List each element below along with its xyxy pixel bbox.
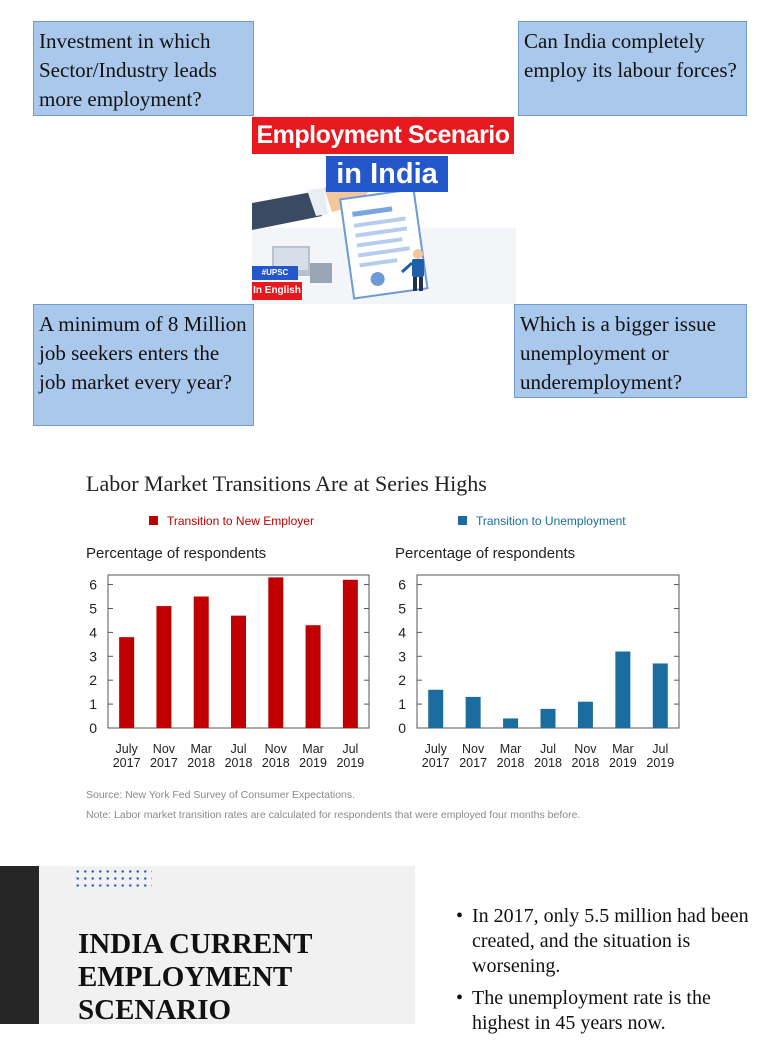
legend-swatch — [458, 516, 467, 525]
bar-new-employer — [119, 637, 135, 728]
legend-label: Transition to Unemployment — [476, 514, 626, 528]
y-tick-label: 3 — [398, 648, 406, 664]
x-tick-label-year: 2018 — [262, 756, 290, 770]
bar-new-employer — [156, 606, 172, 728]
slide-title-panel — [39, 866, 415, 1024]
x-tick-label-year: 2019 — [299, 756, 327, 770]
y-axis-label-left: Percentage of respondents — [86, 545, 267, 562]
x-tick-label-year: 2018 — [225, 756, 253, 770]
legend-item-new-employer: Transition to New Employer — [149, 514, 314, 528]
bullet-item: The unemployment rate is the highest in … — [456, 986, 756, 1036]
language-badge: In English — [252, 282, 302, 300]
x-tick-label-month: Nov — [462, 742, 485, 756]
y-tick-label: 5 — [398, 600, 406, 616]
bar-unemployment — [540, 708, 556, 728]
x-tick-label-year: 2019 — [646, 756, 674, 770]
y-tick-label: 5 — [89, 600, 97, 616]
x-tick-label-year: 2017 — [113, 756, 141, 770]
x-tick-label-month: Mar — [190, 742, 212, 756]
question-text: Can India completely employ its labour f… — [524, 29, 737, 82]
chart-title: Labor Market Transitions Are at Series H… — [86, 471, 487, 496]
question-text: Investment in which Sector/Industry lead… — [39, 29, 217, 111]
thumbnail-title-line1: Employment Scenario — [252, 117, 514, 154]
y-tick-label: 6 — [398, 577, 406, 593]
x-tick-label-year: 2018 — [572, 756, 600, 770]
plot-frame-unemployment — [416, 574, 680, 729]
y-tick-label: 1 — [89, 696, 97, 712]
x-tick-label-month: Mar — [612, 742, 634, 756]
question-box-job-seekers: A minimum of 8 Million job seekers enter… — [33, 304, 254, 426]
chart-note: Note: Labor market transition rates are … — [86, 809, 581, 821]
thumbnail-title-line2: in India — [326, 156, 448, 192]
section-title-line: SCENARIO — [78, 994, 232, 1026]
question-box-investment: Investment in which Sector/Industry lead… — [33, 21, 254, 116]
x-tick-label-month: Jul — [540, 742, 556, 756]
section-title: INDIA CURRENT EMPLOYMENT SCENARIO — [78, 928, 312, 1027]
x-tick-label-month: Jul — [231, 742, 247, 756]
x-tick-label-month: Jul — [342, 742, 358, 756]
bar-new-employer — [305, 625, 321, 728]
x-tick-label-month: Nov — [153, 742, 176, 756]
bar-unemployment — [615, 651, 631, 728]
x-tick-label-month: July — [116, 742, 139, 756]
question-text: A minimum of 8 Million job seekers enter… — [39, 312, 247, 394]
x-tick-label-month: Mar — [302, 742, 324, 756]
y-tick-label: 0 — [89, 720, 97, 736]
hashtag-badge: #UPSC #IAS — [252, 266, 298, 291]
x-tick-label-month: July — [425, 742, 448, 756]
bar-unemployment — [577, 701, 593, 728]
y-tick-label: 4 — [89, 624, 97, 640]
bar-charts: 0123456July2017Nov2017Mar2018Jul2018Nov2… — [89, 574, 680, 770]
slide-accent-strip — [0, 866, 39, 1024]
y-tick-label: 6 — [89, 577, 97, 593]
x-tick-label-year: 2018 — [187, 756, 215, 770]
x-tick-label-year: 2017 — [459, 756, 487, 770]
question-text: Which is a bigger issue unemployment or … — [520, 312, 716, 394]
bar-unemployment — [652, 663, 668, 728]
legend-swatch — [149, 516, 158, 525]
bar-new-employer — [342, 579, 358, 728]
x-tick-label-year: 2019 — [609, 756, 637, 770]
y-tick-label: 3 — [89, 648, 97, 664]
x-tick-label-year: 2018 — [497, 756, 525, 770]
question-box-labour-force: Can India completely employ its labour f… — [518, 21, 747, 116]
bar-unemployment — [503, 718, 519, 728]
question-box-underemployment: Which is a bigger issue unemployment or … — [514, 304, 747, 398]
x-tick-label-year: 2017 — [150, 756, 178, 770]
x-tick-label-year: 2019 — [336, 756, 364, 770]
bullet-list: In 2017, only 5.5 million had been creat… — [456, 904, 756, 1043]
y-tick-label: 2 — [398, 672, 406, 688]
section-title-line: EMPLOYMENT — [78, 961, 293, 993]
legend-label: Transition to New Employer — [167, 514, 314, 528]
bullet-item: In 2017, only 5.5 million had been creat… — [456, 904, 756, 979]
dot-pattern-decoration — [74, 868, 152, 888]
section-title-line: INDIA CURRENT — [78, 928, 313, 960]
x-tick-label-month: Nov — [265, 742, 288, 756]
bar-new-employer — [231, 615, 246, 728]
x-tick-label-year: 2018 — [534, 756, 562, 770]
x-tick-label-month: Jul — [652, 742, 668, 756]
y-tick-label: 0 — [398, 720, 406, 736]
video-thumbnail: Employment Scenario in India #UPSC #IAS … — [252, 116, 516, 304]
y-axis-label-right: Percentage of respondents — [395, 545, 576, 562]
x-tick-label-month: Nov — [574, 742, 597, 756]
bar-unemployment — [465, 696, 481, 728]
y-tick-label: 4 — [398, 624, 406, 640]
chart-source: Source: New York Fed Survey of Consumer … — [86, 789, 356, 801]
bar-unemployment — [428, 689, 444, 728]
y-tick-label: 2 — [89, 672, 97, 688]
legend-item-unemployment: Transition to Unemployment — [458, 514, 626, 528]
x-tick-label-month: Mar — [500, 742, 522, 756]
bar-new-employer — [268, 577, 284, 728]
x-tick-label-year: 2017 — [422, 756, 450, 770]
bar-new-employer — [193, 596, 209, 728]
y-tick-label: 1 — [398, 696, 406, 712]
